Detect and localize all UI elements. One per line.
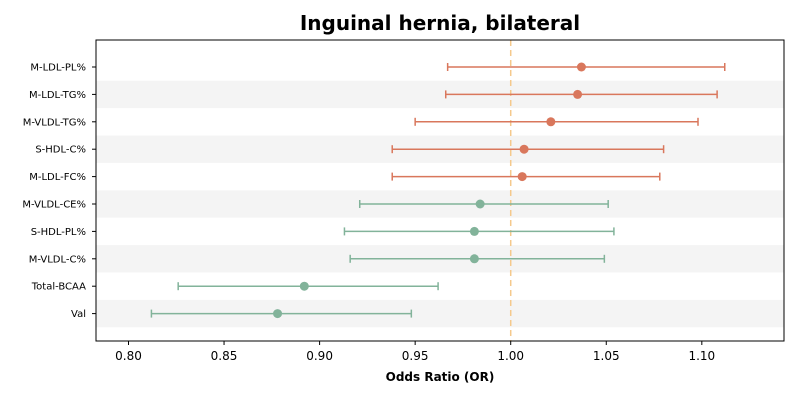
or-point [475,199,485,209]
x-tick-label: 0.85 [211,349,238,363]
forest-row: M-LDL-FC% [29,172,661,183]
x-tick-label: 1.10 [688,349,715,363]
forest-row: M-VLDL-TG% [23,117,699,128]
or-point [546,117,556,127]
rows: M-LDL-PL% M-LDL-TG% M-VLDL-TG% S-HDL-C% M-LD… [22,62,726,320]
forest-row: S-HDL-C% [35,144,665,156]
y-tick-label: M-VLDL-C% [29,254,86,265]
or-point [573,89,583,99]
forest-row: Total-BCAA [31,281,439,293]
x-axis-label: Odds Ratio (OR) [386,370,495,384]
y-tick-label: Total-BCAA [31,282,86,293]
forest-row: S-HDL-PL% [31,226,615,238]
y-tick-label: M-VLDL-CE% [22,200,86,211]
or-point [469,226,479,236]
plot-frame [95,39,785,342]
y-tick-label: S-HDL-PL% [31,227,86,238]
or-point [576,62,586,72]
y-tick-label: S-HDL-C% [35,145,86,156]
y-tick-label: M-LDL-PL% [30,63,86,74]
or-point [273,309,283,319]
x-axis: 0.80 0.85 0.90 0.95 1.00 1.05 1.10 [115,341,715,363]
or-point [299,281,309,291]
x-tick-label: 0.90 [306,349,333,363]
y-tick-label: M-VLDL-TG% [23,117,86,128]
x-tick-label: 1.05 [593,349,620,363]
forest-row: M-VLDL-C% [29,254,606,265]
or-point [517,172,527,182]
forest-row: M-VLDL-CE% [22,199,609,211]
chart-title: Inguinal hernia, bilateral [300,11,580,35]
x-tick-label: 0.95 [402,349,429,363]
or-point [519,144,529,154]
forest-row: M-LDL-TG% [29,89,718,101]
y-tick-label: M-LDL-TG% [29,90,86,101]
forest-row: M-LDL-PL% [30,62,726,74]
y-tick-label: Val [71,309,86,320]
x-tick-label: 0.80 [115,349,142,363]
or-point [469,254,479,264]
forest-row: Val [71,309,413,320]
x-tick-label: 1.00 [497,349,524,363]
y-tick-label: M-LDL-FC% [29,172,86,183]
